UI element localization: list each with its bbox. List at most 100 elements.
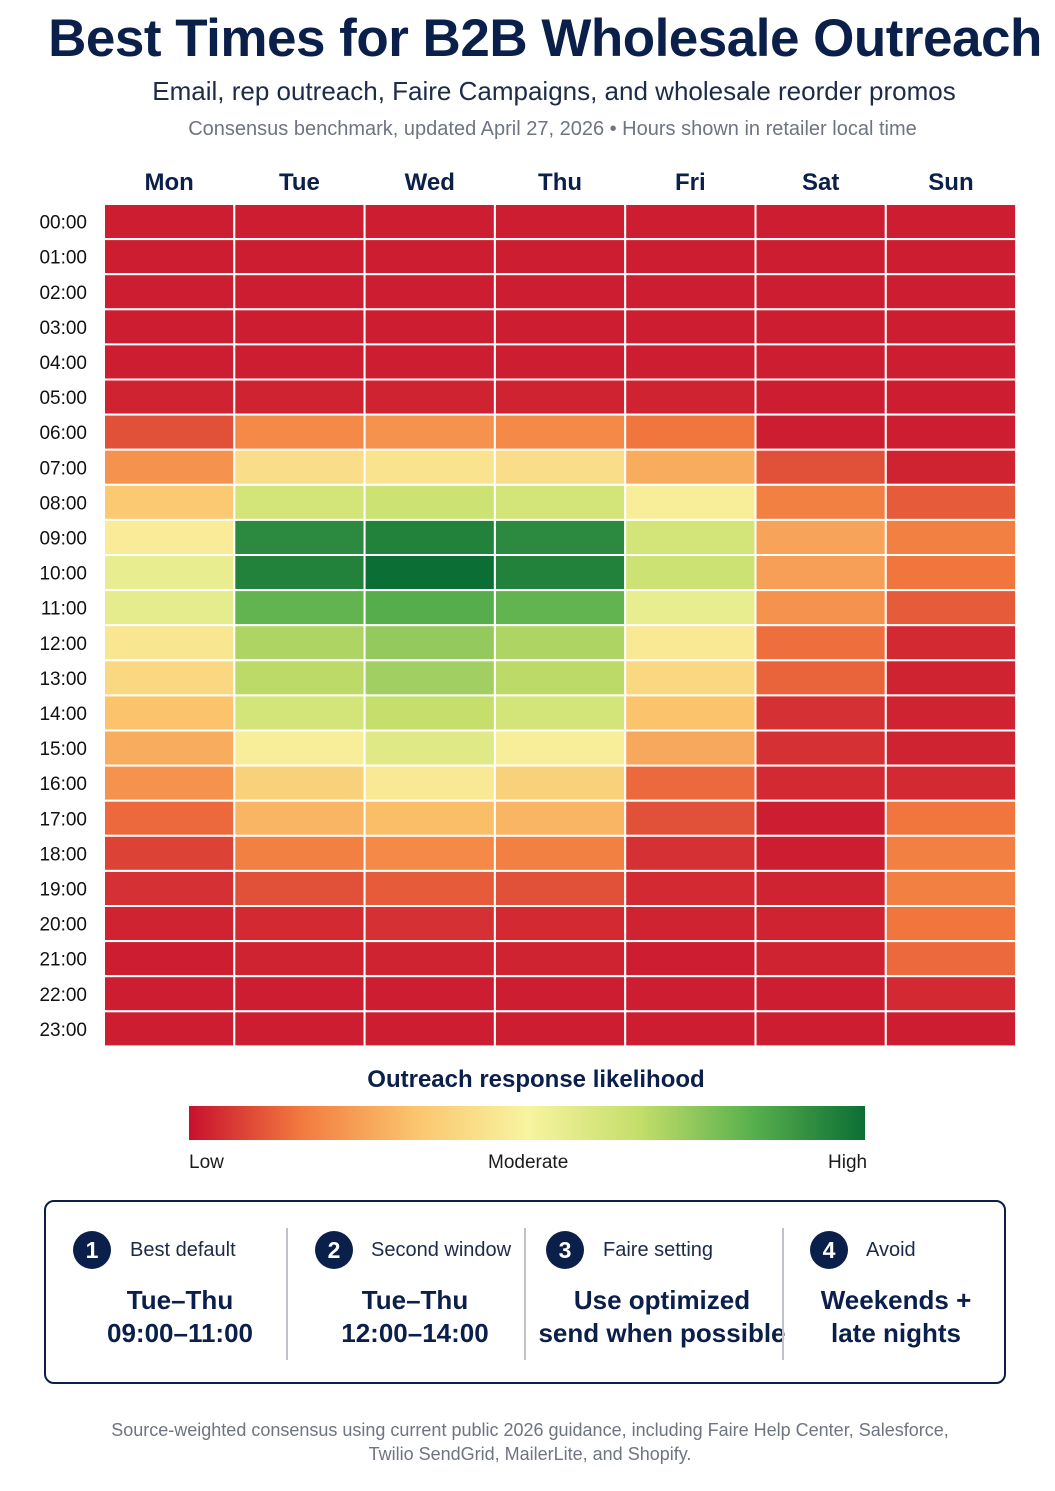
- hour-label: 20:00: [39, 915, 87, 936]
- heatmap-cell: [233, 834, 366, 872]
- heatmap-cell: [363, 869, 496, 908]
- heatmap-cell: [624, 624, 757, 662]
- heatmap-cell: [363, 238, 496, 276]
- heatmap-cell: [754, 589, 887, 627]
- heatmap-cell: [754, 1010, 887, 1048]
- heatmap-cell: [754, 483, 887, 521]
- heatmap-cell: [884, 869, 1018, 908]
- heatmap-cell: [103, 413, 236, 451]
- heatmap-cell: [884, 905, 1018, 943]
- source-footnote: Source-weighted consensus using current …: [0, 1418, 1055, 1466]
- heatmap-cell: [493, 905, 627, 943]
- heatmap-cell: [493, 308, 627, 346]
- heatmap-cell: [233, 799, 366, 837]
- footnote-line1: Source-weighted consensus using current …: [111, 1420, 949, 1440]
- heatmap-cell: [624, 940, 757, 978]
- heatmap-cell: [754, 975, 887, 1013]
- heatmap-cell: [493, 729, 627, 767]
- heatmap-cell: [233, 273, 366, 311]
- heatmap-cell: [624, 764, 757, 802]
- page-subtitle: Email, rep outreach, Faire Campaigns, an…: [152, 76, 956, 106]
- heatmap-cell: [754, 799, 887, 837]
- legend-color-bar: [189, 1106, 865, 1140]
- hour-label: 03:00: [39, 318, 87, 339]
- heatmap-cell: [103, 554, 236, 592]
- heatmap-cell: [493, 273, 627, 311]
- heatmap-cell: [754, 238, 887, 276]
- heatmap-cell: [233, 413, 366, 451]
- heatmap-cell: [233, 554, 366, 592]
- heatmap-cell: [233, 308, 366, 346]
- heatmap-cell: [884, 624, 1018, 662]
- heatmap-cell: [103, 273, 236, 311]
- summary-panel: [44, 1200, 1006, 1384]
- heatmap-cell: [754, 869, 887, 908]
- step-number-badge: 4: [810, 1231, 848, 1269]
- heatmap-cell: [754, 308, 887, 346]
- heatmap-cell: [233, 589, 366, 627]
- heatmap-cell: [493, 834, 627, 872]
- heatmap-cell: [624, 799, 757, 837]
- day-label-thu: Thu: [538, 169, 582, 196]
- legend-low-label: Low: [189, 1152, 224, 1173]
- heatmap-cell: [363, 729, 496, 767]
- heatmap-cell: [493, 940, 627, 978]
- heatmap-cell: [363, 343, 496, 381]
- heatmap-cell: [363, 1010, 496, 1048]
- card-label: Avoid: [866, 1239, 916, 1261]
- heatmap-cell: [363, 589, 496, 627]
- heatmap-cell: [624, 343, 757, 381]
- heatmap-chart: Mon Tue Wed Thu Fri Sat Sun 00:00 01:00 02:00 03:0…: [39, 169, 1018, 1048]
- heatmap-cell: [493, 869, 627, 908]
- heatmap-cell: [103, 203, 236, 241]
- card-value-line2: send when possible: [538, 1318, 786, 1348]
- heatmap-cell: [233, 659, 366, 697]
- heatmap-cell: [624, 554, 757, 592]
- step-number-badge: 1: [73, 1231, 111, 1269]
- heatmap-cell: [754, 729, 887, 767]
- summary-card-faire-setting: 3 Faire setting Use optimized send when …: [525, 1200, 786, 1384]
- card-value: Tue–Thu 12:00–14:00: [287, 1284, 543, 1350]
- hour-label: 16:00: [39, 774, 87, 795]
- heatmap-cell: [103, 589, 236, 627]
- heatmap-cell: [754, 273, 887, 311]
- card-value-line1: Use optimized: [573, 1285, 751, 1315]
- heatmap-cell: [884, 273, 1018, 311]
- heatmap-cell: [233, 975, 366, 1013]
- heatmap-cell: [884, 764, 1018, 802]
- heatmap-cell: [624, 203, 757, 241]
- heatmap-cell: [233, 448, 366, 486]
- heatmap-cell: [363, 308, 496, 346]
- summary-card-best-default: 1 Best default Tue–Thu 09:00–11:00: [44, 1200, 287, 1384]
- heatmap-cell: [233, 764, 366, 802]
- heatmap-cell: [103, 694, 236, 732]
- footnote-line2: Twilio SendGrid, MailerLite, and Shopify…: [368, 1444, 692, 1464]
- heatmap-cell: [493, 694, 627, 732]
- heatmap-cell: [363, 554, 496, 592]
- heatmap-cell: [624, 659, 757, 697]
- day-label-wed: Wed: [405, 169, 455, 196]
- heatmap-cell: [363, 448, 496, 486]
- heatmap-cell: [493, 799, 627, 837]
- heatmap-cell: [754, 659, 887, 697]
- heatmap-cell: [624, 694, 757, 732]
- heatmap-cell: [363, 975, 496, 1013]
- heatmap-cell: [884, 378, 1018, 416]
- heatmap-cell: [363, 273, 496, 311]
- heatmap-cell: [624, 729, 757, 767]
- hour-label: 17:00: [39, 809, 87, 830]
- heatmap-cell: [493, 659, 627, 697]
- heatmap-cell: [624, 378, 757, 416]
- heatmap-cell: [624, 308, 757, 346]
- step-number-badge: 2: [315, 1231, 353, 1269]
- card-value-line1: Weekends +: [820, 1285, 972, 1315]
- hour-label: 13:00: [39, 669, 87, 690]
- heatmap-cell: [884, 659, 1018, 697]
- heatmap-cell: [363, 764, 496, 802]
- day-label-mon: Mon: [144, 169, 193, 196]
- hour-label: 09:00: [39, 528, 87, 549]
- heatmap-cell: [493, 518, 627, 557]
- day-label-sat: Sat: [802, 169, 839, 196]
- heatmap-cell: [493, 975, 627, 1013]
- card-value-line2: 09:00–11:00: [106, 1318, 254, 1348]
